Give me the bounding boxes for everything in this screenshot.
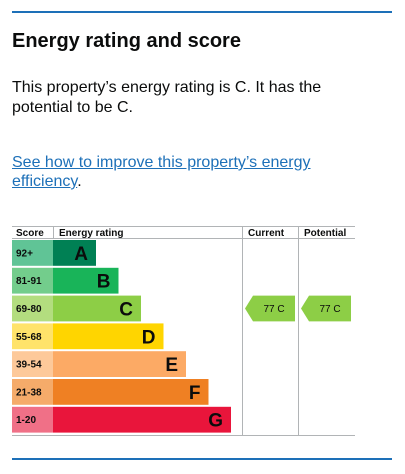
band-f-score-cell [12,379,53,405]
bottom-divider [12,458,392,460]
header-score: Score [16,228,44,239]
current-rating-arrow [245,295,295,322]
top-divider [12,11,392,13]
band-a-bar [53,240,96,266]
band-d-score-cell [12,323,53,350]
band-g-score-cell [12,406,53,433]
header-energy-rating: Energy rating [59,228,123,239]
band-b-score-cell [12,267,53,294]
band-d-bar [53,323,164,350]
band-d-letter: D [142,327,156,348]
band-d-range: 55-68 [16,332,42,343]
rating-markers: 77 C 77 C [245,295,351,322]
band-c-bar [53,295,141,322]
current-rating-value: 77 C [263,304,284,315]
potential-rating-arrow [301,295,351,322]
band-b-range: 81-91 [16,276,42,287]
band-a-letter: A [74,244,88,265]
potential-rating-value: 77 C [319,304,340,315]
band-e-score-cell [12,351,53,377]
header-current: Current [248,228,285,239]
rating-summary: This property’s energy rating is C. It h… [12,79,322,116]
band-c-score-cell [12,295,53,322]
band-e-bar [53,351,186,377]
band-a-range: 92+ [16,248,33,259]
band-g-bar [53,406,231,433]
band-e-letter: E [165,355,178,376]
band-g-range: 1-20 [16,415,36,426]
band-c-letter: C [119,300,133,321]
band-g-letter: G [208,411,223,432]
band-b-letter: B [97,272,111,293]
band-f-bar [53,379,209,405]
link-period: . [77,173,82,190]
page-title: Energy rating and score [12,30,241,52]
band-a-score-cell [12,240,53,266]
improve-efficiency-link[interactable]: See how to improve this property’s energ… [12,154,311,190]
band-f-letter: F [189,383,201,404]
band-c-range: 69-80 [16,304,42,315]
rating-bands: 92+ A 81-91 B 69-80 C 55-68 D 39-54 E 21-38 F 1-20 G [12,240,231,433]
band-e-range: 39-54 [16,360,42,371]
header-potential: Potential [304,228,346,239]
improve-link-paragraph: See how to improve this property’s energ… [12,153,357,191]
band-f-range: 21-38 [16,387,42,398]
band-b-bar [53,267,119,294]
